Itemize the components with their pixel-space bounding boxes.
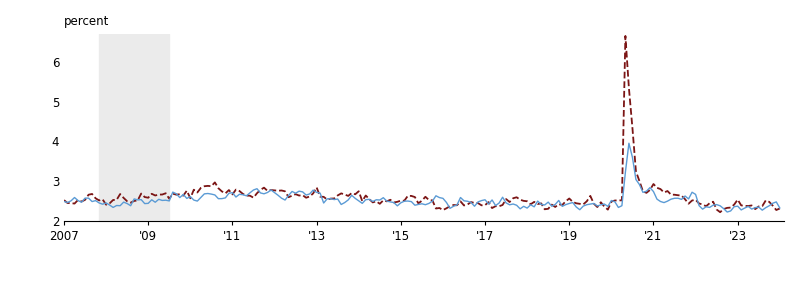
Legend: Entry, Exit: Entry, Exit (348, 279, 500, 283)
Bar (99, 34, 170, 221)
Text: percent: percent (64, 15, 110, 28)
